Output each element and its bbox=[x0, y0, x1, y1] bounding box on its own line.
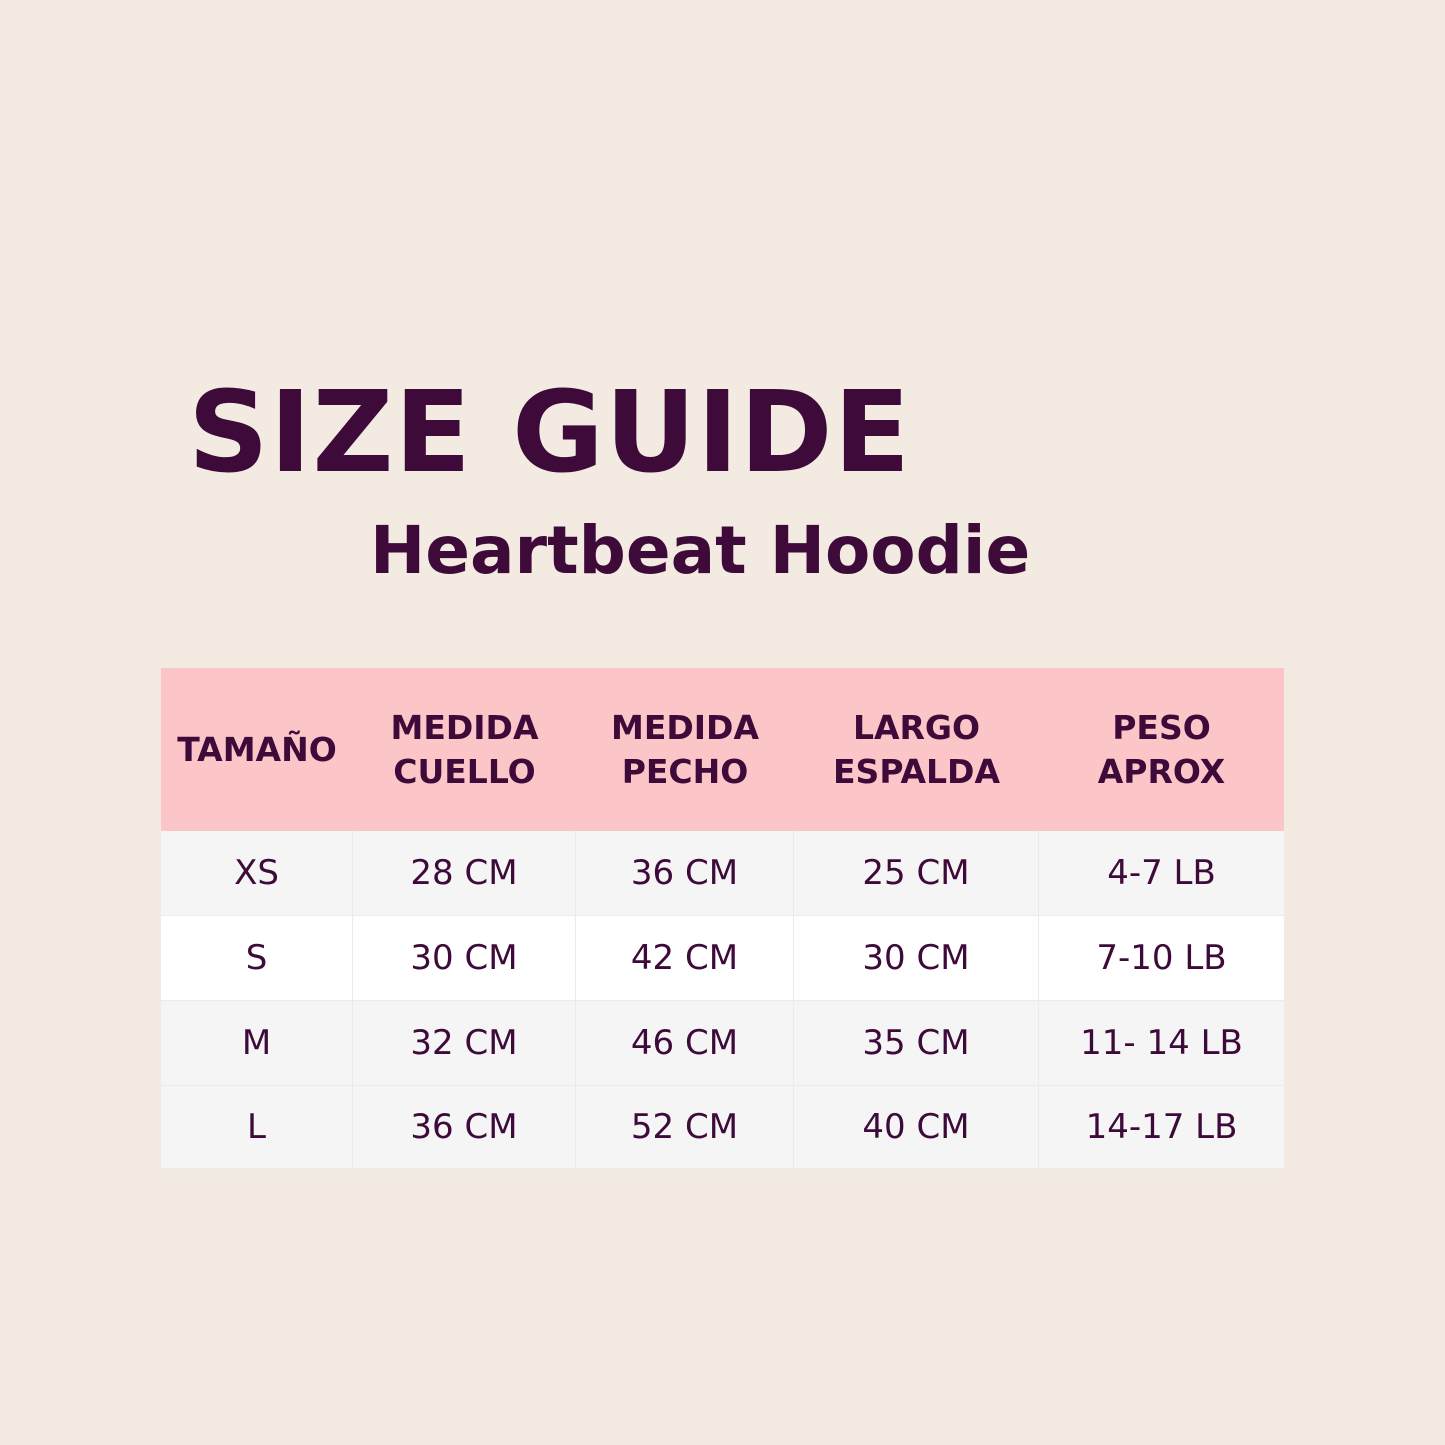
header-cell: LARGO ESPALDA bbox=[794, 668, 1039, 831]
table-cell: 28 CM bbox=[353, 831, 576, 916]
table-cell: 35 CM bbox=[794, 1001, 1039, 1086]
header-text: PESO bbox=[1112, 707, 1211, 747]
table-cell: S bbox=[161, 916, 353, 1001]
subtitle: Heartbeat Hoodie bbox=[370, 512, 1031, 589]
header-cell: MEDIDA PECHO bbox=[576, 668, 794, 831]
table-cell: 46 CM bbox=[576, 1001, 794, 1086]
table-cell: 14-17 LB bbox=[1039, 1086, 1284, 1169]
header-cell: PESO APROX bbox=[1039, 668, 1284, 831]
table-cell: 4-7 LB bbox=[1039, 831, 1284, 916]
header-text: MEDIDA bbox=[611, 707, 759, 747]
table-cell: 25 CM bbox=[794, 831, 1039, 916]
table-cell: 42 CM bbox=[576, 916, 794, 1001]
table-cell: 30 CM bbox=[794, 916, 1039, 1001]
size-table: TAMAÑO MEDIDA CUELLO MEDIDA PECHO LARGO ESPALD… bbox=[161, 668, 1284, 1169]
title: SIZE GUIDE bbox=[188, 368, 912, 498]
table-cell: 7-10 LB bbox=[1039, 916, 1284, 1001]
table-cell: 11- 14 LB bbox=[1039, 1001, 1284, 1086]
header-text: PECHO bbox=[621, 751, 749, 791]
table-cell: 36 CM bbox=[353, 1086, 576, 1169]
header-text: APROX bbox=[1097, 751, 1226, 791]
table-cell: 32 CM bbox=[353, 1001, 576, 1086]
header-text: LARGO bbox=[852, 707, 981, 747]
table-cell: XS bbox=[161, 831, 353, 916]
table-cell: 36 CM bbox=[576, 831, 794, 916]
table-cell: 40 CM bbox=[794, 1086, 1039, 1169]
header-text: TAMAÑO bbox=[177, 729, 337, 769]
header-cell: TAMAÑO bbox=[161, 668, 353, 831]
header-text: CUELLO bbox=[393, 751, 536, 791]
header-text: ESPALDA bbox=[833, 751, 1000, 791]
header-cell: MEDIDA CUELLO bbox=[353, 668, 576, 831]
table-cell: M bbox=[161, 1001, 353, 1086]
table-cell: 30 CM bbox=[353, 916, 576, 1001]
header-text: MEDIDA bbox=[390, 707, 539, 747]
table-cell: L bbox=[161, 1086, 353, 1169]
table-cell: 52 CM bbox=[576, 1086, 794, 1169]
